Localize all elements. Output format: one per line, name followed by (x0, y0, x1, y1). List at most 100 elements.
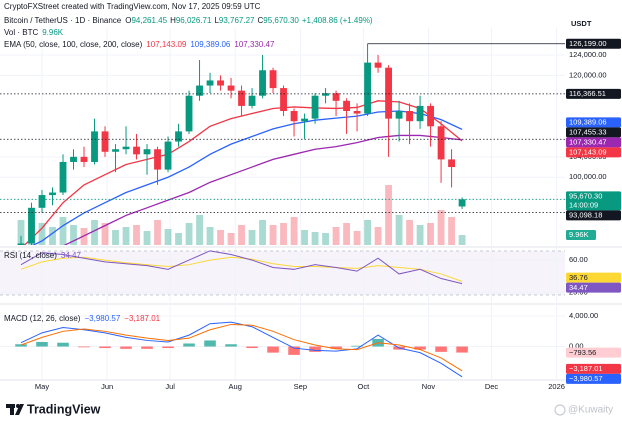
price-label-box (566, 272, 621, 283)
watermark: @Kuwaity (568, 405, 613, 416)
macd-pane (15, 321, 468, 378)
candle-body (217, 80, 224, 86)
y-tick-label: 0.00 (569, 342, 584, 351)
volume-bar (175, 233, 182, 245)
macd-histogram-bar (15, 344, 27, 347)
candle-body (448, 159, 455, 168)
x-tick-label: May (35, 382, 49, 391)
x-tick-label: Sep (294, 382, 307, 391)
candle-body (269, 70, 277, 89)
volume-bar (322, 233, 329, 245)
candle-body (343, 100, 350, 112)
price-label: −793.56 (569, 348, 596, 357)
y-tick-label: 124,000.00 (569, 50, 607, 59)
volume-bar (290, 217, 298, 245)
volume-bar (59, 217, 67, 245)
macd-histogram-bar (204, 340, 216, 347)
volume-bar (269, 225, 277, 245)
candle-body (154, 149, 161, 170)
volume-bar (217, 230, 224, 245)
candle-body (311, 95, 319, 119)
volume-bar (154, 220, 161, 245)
price-label-box (566, 137, 621, 148)
price-label: 109,389.06 (569, 118, 607, 127)
candle-body (322, 93, 329, 96)
brand-logo (6, 404, 24, 415)
x-tick-label: Dec (485, 382, 499, 391)
volume-bar (343, 223, 350, 245)
credit: CryptoFXStreet created with TradingView.… (4, 2, 261, 11)
volume-bar (17, 220, 25, 245)
macd-histogram-bar (57, 342, 69, 347)
macd-histogram-bar (267, 346, 279, 353)
price-label: 116,366.51 (569, 89, 606, 98)
volume-bar (437, 210, 445, 245)
ema-legend: EMA (50, close, 100, close, 200, close) 1… (4, 40, 275, 49)
macd-histogram-bar (225, 344, 237, 347)
candle-body (49, 192, 56, 196)
volume-bar (133, 225, 140, 245)
candle-body (238, 90, 245, 106)
macd-histogram-bar (288, 346, 300, 355)
volume-bar (332, 227, 340, 245)
candle-body (280, 88, 287, 112)
price-label-box (566, 88, 621, 99)
price-label: 34.47 (569, 283, 588, 292)
candle-body (196, 85, 203, 96)
price-label: 107,330.47 (569, 138, 607, 147)
macd-histogram-bar (36, 341, 48, 347)
macd-histogram-bar (246, 346, 258, 349)
y-tick-label: 4,000.00 (569, 311, 598, 320)
volume-label: 9.96K (569, 230, 589, 239)
volume-bar (164, 229, 172, 245)
candle-body (374, 62, 382, 68)
volume-bar (143, 231, 151, 245)
volume-label-box (566, 230, 596, 241)
axes: USDT May Jun Jul Aug Sep Oct Nov Dec 2026 100,000.… (35, 19, 621, 391)
x-tick-label: Jun (101, 382, 113, 391)
candle-body (80, 156, 88, 162)
y-tick-label: 100,000.00 (569, 172, 607, 181)
price-label: 126,199.00 (569, 39, 607, 48)
volume-bar (238, 225, 245, 245)
candle-body (38, 195, 46, 208)
price-label: 95,670.30 (569, 192, 602, 201)
price-pane (0, 43, 565, 245)
volume-legend: Vol · BTC 9.96K (4, 28, 64, 37)
candle-body (364, 62, 371, 114)
price-label: 107,455.33 (569, 128, 607, 137)
macd-histogram-bar (456, 346, 468, 353)
volume-bar (353, 231, 361, 245)
candle-body (112, 149, 119, 152)
candle-body (133, 146, 140, 155)
price-label: 36.76 (569, 273, 588, 282)
volume-bar (38, 223, 46, 245)
macd-histogram-bar (141, 346, 153, 349)
macd-histogram-bar (183, 343, 195, 347)
candle-body (17, 243, 25, 245)
volume-bar (185, 223, 193, 245)
candle-body (458, 199, 466, 207)
rsi-pane (20, 250, 463, 285)
volume-bar (311, 232, 319, 245)
x-tick-label: 2026 (548, 382, 565, 391)
volume-bar (259, 220, 266, 245)
candle-body (70, 156, 77, 162)
brand: TradingView (27, 402, 101, 416)
candle-body (290, 111, 298, 122)
candle-body (143, 149, 151, 155)
candle-body (101, 131, 109, 152)
candle-body (385, 67, 392, 119)
x-tick-label: Nov (422, 382, 436, 391)
macd-legend: MACD (12, 26, close) −3,980.57 −3,187.01 (4, 314, 161, 323)
candle-body (406, 111, 413, 122)
macd-histogram-bar (120, 346, 132, 349)
axis-unit: USDT (571, 19, 592, 28)
y-tick-label: 60.00 (569, 255, 588, 264)
price-label-box (566, 127, 621, 138)
price-label-box (566, 147, 621, 158)
candle-body (164, 141, 172, 170)
